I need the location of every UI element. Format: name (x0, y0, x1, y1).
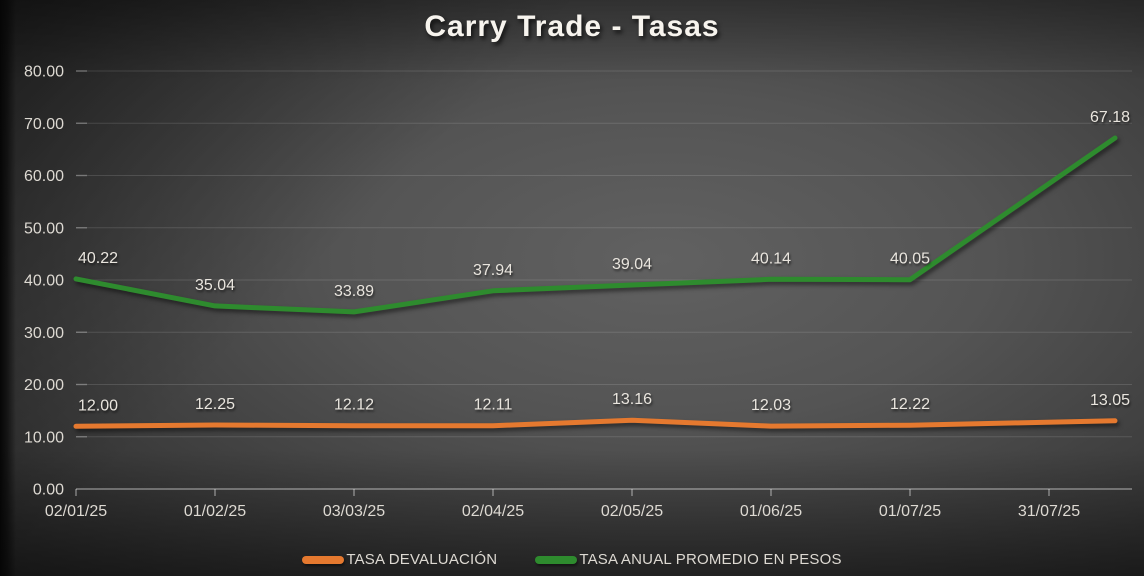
x-axis-label: 01/07/25 (879, 503, 941, 520)
data-point-label: 12.00 (78, 397, 118, 414)
data-point-label: 13.16 (612, 391, 652, 408)
legend-swatch-tasa-devaluacion (302, 555, 345, 564)
data-point-label: 12.11 (474, 397, 513, 414)
data-point-label: 37.94 (473, 262, 513, 279)
data-point-label: 12.25 (195, 396, 235, 413)
y-axis-label: 0.00 (33, 482, 64, 499)
y-axis-label: 40.00 (24, 273, 64, 290)
x-axis-label: 01/02/25 (184, 503, 246, 520)
data-point-label: 40.22 (78, 250, 118, 267)
y-axis-label: 20.00 (24, 377, 64, 394)
chart-title: Carry Trade - Tasas (424, 10, 720, 43)
x-axis-label: 02/04/25 (462, 503, 524, 520)
x-axis-label: 02/05/25 (601, 503, 663, 520)
legend-item-tasa-anual-promedio: TASA ANUAL PROMEDIO EN PESOS (535, 551, 841, 568)
data-point-label: 12.12 (334, 397, 374, 414)
legend: TASA DEVALUACIÓN TASA ANUAL PROMEDIO EN … (0, 551, 1144, 568)
y-axis-label: 10.00 (24, 429, 64, 446)
legend-label-tasa-anual-promedio: TASA ANUAL PROMEDIO EN PESOS (579, 551, 842, 568)
data-point-label: 35.04 (195, 277, 235, 294)
series-line-tasa-devaluacion (73, 417, 1118, 429)
left-edge-shade (0, 0, 16, 576)
data-point-label: 33.89 (334, 283, 374, 300)
legend-label-tasa-devaluacion: TASA DEVALUACIÓN (346, 551, 498, 568)
y-axis-label: 60.00 (24, 168, 64, 185)
x-axis-label: 31/07/25 (1018, 503, 1080, 520)
y-axis-label: 70.00 (24, 116, 64, 133)
data-point-label: 12.03 (751, 397, 791, 414)
y-axis-label: 50.00 (24, 220, 64, 237)
data-point-label: 12.22 (890, 396, 930, 413)
series-line-tasa-anual-promedio (73, 135, 1118, 315)
y-axis-label: 30.00 (24, 325, 64, 342)
x-axis-label: 02/01/25 (45, 503, 107, 520)
data-point-label: 40.14 (751, 250, 791, 267)
data-point-label: 40.05 (890, 251, 930, 268)
y-axis-label: 80.00 (24, 64, 64, 81)
data-point-label: 67.18 (1090, 109, 1130, 126)
data-point-label: 13.05 (1090, 392, 1130, 409)
data-point-label: 39.04 (612, 256, 652, 273)
legend-item-tasa-devaluacion: TASA DEVALUACIÓN (302, 551, 497, 568)
legend-swatch-tasa-anual-promedio (535, 555, 578, 564)
x-axis-label: 01/06/25 (740, 503, 802, 520)
x-axis-label: 03/03/25 (323, 503, 385, 520)
